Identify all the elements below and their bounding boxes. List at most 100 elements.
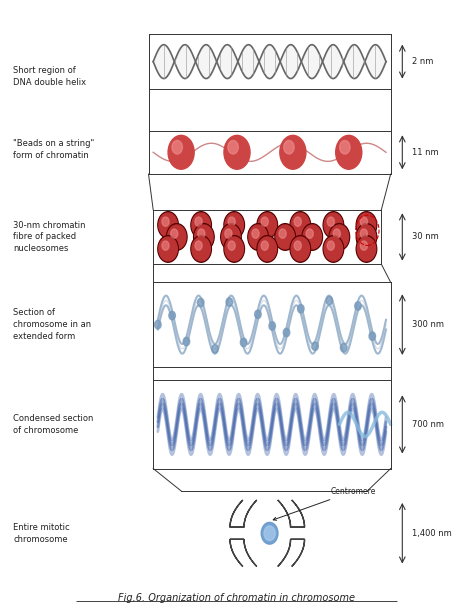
Circle shape — [258, 237, 276, 261]
Polygon shape — [278, 539, 304, 566]
Circle shape — [166, 224, 187, 250]
Text: 11 nm: 11 nm — [411, 148, 438, 157]
Circle shape — [159, 213, 177, 237]
Circle shape — [194, 224, 214, 250]
Circle shape — [183, 337, 190, 346]
Circle shape — [298, 305, 304, 313]
Circle shape — [172, 140, 182, 154]
Circle shape — [261, 217, 268, 226]
Circle shape — [290, 211, 310, 238]
Circle shape — [360, 217, 367, 226]
Text: 30 nm: 30 nm — [411, 232, 438, 242]
Circle shape — [276, 225, 294, 249]
Circle shape — [225, 229, 232, 238]
Circle shape — [195, 217, 202, 226]
Circle shape — [333, 229, 340, 238]
Circle shape — [324, 213, 343, 237]
Circle shape — [269, 322, 275, 330]
Circle shape — [336, 135, 362, 169]
Circle shape — [226, 298, 233, 306]
Circle shape — [158, 235, 178, 262]
Circle shape — [162, 217, 169, 226]
Circle shape — [195, 225, 213, 249]
Text: 30-nm chromatin
fibre of packed
nucleosomes: 30-nm chromatin fibre of packed nucleoso… — [13, 221, 86, 253]
Circle shape — [228, 241, 235, 250]
Circle shape — [169, 311, 175, 320]
Circle shape — [290, 235, 310, 262]
Circle shape — [323, 211, 344, 238]
Circle shape — [212, 345, 219, 353]
Circle shape — [192, 237, 210, 261]
Text: Section of
chromosome in an
extended form: Section of chromosome in an extended for… — [13, 308, 91, 341]
Circle shape — [303, 225, 321, 249]
Circle shape — [279, 229, 286, 238]
Circle shape — [261, 241, 268, 250]
Circle shape — [327, 217, 335, 226]
Circle shape — [228, 140, 238, 154]
Circle shape — [155, 321, 161, 329]
Polygon shape — [230, 500, 257, 527]
Circle shape — [252, 229, 259, 238]
Circle shape — [255, 310, 261, 319]
Circle shape — [291, 213, 310, 237]
Circle shape — [283, 328, 290, 337]
Circle shape — [168, 225, 186, 249]
Circle shape — [357, 225, 376, 249]
Circle shape — [275, 224, 295, 250]
Circle shape — [340, 343, 347, 352]
Circle shape — [323, 235, 344, 262]
Circle shape — [261, 522, 278, 544]
Circle shape — [159, 237, 177, 261]
Circle shape — [257, 211, 277, 238]
Circle shape — [327, 241, 335, 250]
Text: Condensed section
of chromosome: Condensed section of chromosome — [13, 414, 94, 435]
Text: 700 nm: 700 nm — [411, 420, 444, 429]
Circle shape — [171, 229, 178, 238]
Text: Short region of
DNA double helix: Short region of DNA double helix — [13, 66, 87, 87]
Text: 300 nm: 300 nm — [411, 320, 444, 329]
Circle shape — [355, 302, 361, 310]
Circle shape — [324, 237, 343, 261]
Circle shape — [225, 213, 244, 237]
Circle shape — [369, 332, 375, 340]
Circle shape — [340, 140, 350, 154]
Circle shape — [329, 224, 350, 250]
Circle shape — [168, 135, 194, 169]
Text: 1,400 nm: 1,400 nm — [411, 529, 451, 538]
Circle shape — [162, 241, 169, 250]
Circle shape — [192, 213, 210, 237]
Circle shape — [248, 224, 268, 250]
Text: "Beads on a string"
form of chromatin: "Beads on a string" form of chromatin — [13, 139, 95, 160]
Circle shape — [284, 140, 294, 154]
Circle shape — [356, 224, 377, 250]
Circle shape — [221, 224, 241, 250]
Circle shape — [224, 211, 245, 238]
Text: Centromere: Centromere — [273, 487, 375, 520]
Circle shape — [224, 235, 245, 262]
Circle shape — [228, 217, 235, 226]
Circle shape — [294, 241, 301, 250]
Circle shape — [257, 235, 277, 262]
Circle shape — [258, 213, 276, 237]
Circle shape — [158, 211, 178, 238]
Circle shape — [306, 229, 313, 238]
Circle shape — [360, 241, 367, 250]
Circle shape — [224, 135, 250, 169]
Circle shape — [240, 338, 247, 347]
Circle shape — [330, 225, 348, 249]
Text: Fig.6. Organization of chromatin in chromosome: Fig.6. Organization of chromatin in chro… — [118, 593, 356, 603]
Circle shape — [198, 299, 204, 306]
Polygon shape — [278, 500, 304, 527]
Circle shape — [356, 235, 377, 262]
Circle shape — [302, 224, 322, 250]
Circle shape — [360, 229, 367, 238]
Circle shape — [198, 229, 205, 238]
Circle shape — [222, 225, 240, 249]
Polygon shape — [230, 539, 257, 566]
Circle shape — [264, 526, 275, 541]
Circle shape — [191, 235, 211, 262]
Text: Entire mitotic
chromosome: Entire mitotic chromosome — [13, 523, 70, 544]
Circle shape — [357, 213, 376, 237]
Circle shape — [225, 237, 244, 261]
Circle shape — [357, 237, 376, 261]
